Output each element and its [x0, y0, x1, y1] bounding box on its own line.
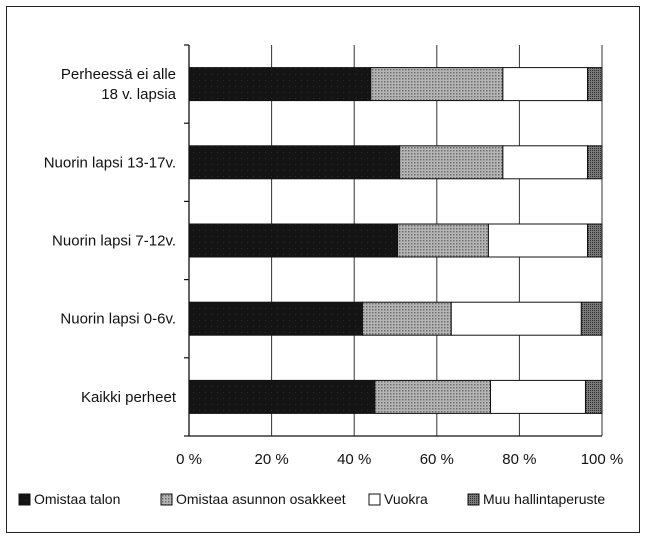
legend-swatch — [368, 493, 381, 506]
legend-swatch — [467, 493, 480, 506]
category-label: Nuorin lapsi 0-6v. — [60, 311, 176, 328]
bar-segment — [188, 223, 399, 258]
bar-segment — [188, 379, 376, 414]
bar-segment — [188, 301, 363, 336]
x-tick-label: 20 % — [254, 451, 288, 468]
legend-swatch — [18, 493, 31, 506]
bar-segment — [361, 301, 452, 336]
axes — [184, 44, 602, 437]
x-tick-label: 100 % — [581, 451, 624, 468]
bar-segment — [502, 67, 589, 102]
legend-label: Omistaa asunnon osakkeet — [176, 491, 346, 507]
category-label: 18 v. lapsia — [101, 86, 176, 103]
bar-segment — [399, 145, 504, 180]
bar-segment — [188, 67, 372, 102]
bar-segment — [584, 379, 603, 414]
legend-swatch — [160, 493, 173, 506]
x-tick-label: 60 % — [420, 451, 454, 468]
bar-segment — [587, 145, 603, 180]
category-label: Perheessä ei alle — [61, 66, 176, 83]
x-tick-label: 40 % — [337, 451, 371, 468]
legend-label: Omistaa talon — [34, 491, 120, 507]
x-tick-labels: 0 % 20 % 40 % 60 % 80 % 100 % — [176, 451, 623, 468]
bar-segment — [580, 301, 603, 336]
bar-segment — [587, 223, 603, 258]
category-labels: Perheessä ei alle 18 v. lapsia Nuorin laps… — [44, 66, 177, 406]
category-label: Kaikki perheet — [81, 389, 177, 406]
chart-frame — [6, 6, 640, 533]
bar-segment — [587, 67, 603, 102]
bar-segment — [489, 379, 586, 414]
bar-segment — [397, 223, 489, 258]
bars — [188, 67, 603, 414]
category-label: Nuorin lapsi 13-17v. — [44, 154, 176, 171]
x-tick-label: 0 % — [176, 451, 202, 468]
legend: Omistaa talon Omistaa asunnon osakkeet Vuo… — [18, 491, 605, 507]
legend-label: Muu hallintaperuste — [483, 491, 605, 507]
bar-segment — [374, 379, 491, 414]
bar-segment — [487, 223, 589, 258]
bar-segment — [450, 301, 582, 336]
bar-segment — [188, 145, 401, 180]
bar-segment — [502, 145, 589, 180]
category-label: Nuorin lapsi 7-12v. — [52, 233, 176, 250]
legend-label: Vuokra — [384, 491, 428, 507]
x-tick-label: 80 % — [502, 451, 536, 468]
bar-segment — [370, 67, 504, 102]
